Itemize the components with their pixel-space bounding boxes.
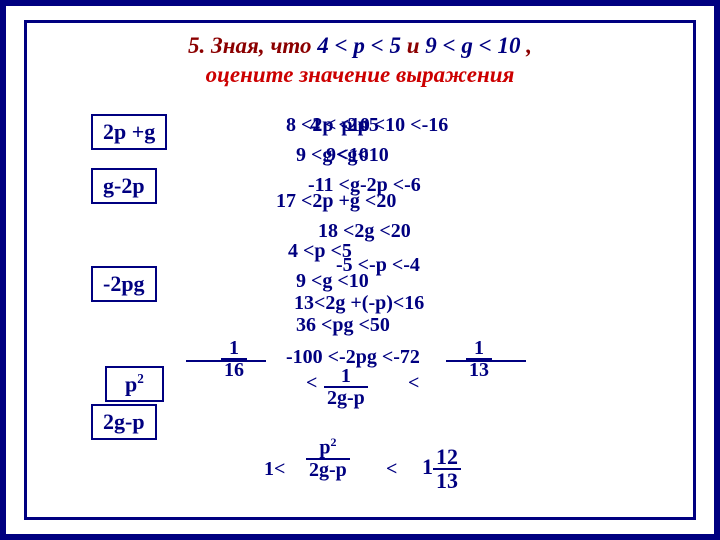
slide-title: 5. Зная, что 4 < p < 5 и 9 < g < 10 , оц… bbox=[6, 32, 714, 90]
line-2b: 9<g<10 bbox=[326, 144, 389, 167]
lt2: < bbox=[408, 372, 419, 395]
expr-box-1: 2p +g bbox=[91, 114, 167, 150]
line-6: 9 <g <10 bbox=[296, 270, 369, 293]
line-1c: 4 < p <5 bbox=[310, 114, 379, 137]
lt1: < bbox=[306, 372, 317, 395]
hr-right bbox=[446, 360, 526, 362]
bottom-lt: < bbox=[386, 458, 397, 481]
expr-box-5: 2g-p bbox=[91, 404, 157, 440]
line-3b: 17 <2p +g <20 bbox=[276, 190, 396, 213]
hr-left bbox=[186, 360, 266, 362]
frac-right: 113 bbox=[466, 338, 492, 380]
expr-box-4: p2 bbox=[105, 366, 164, 402]
expr-box-3: -2pg bbox=[91, 266, 157, 302]
bottom-left: 1< bbox=[264, 458, 285, 481]
frac-mid: 12g-p bbox=[324, 366, 368, 408]
bottom-frac: p2 2g-p bbox=[306, 436, 350, 480]
line-7: 13<2g +(-p)<16 bbox=[294, 292, 424, 315]
expr-box-2: g-2p bbox=[91, 168, 157, 204]
line-8: 36 <pg <50 bbox=[296, 314, 390, 337]
bottom-112: 11213 bbox=[422, 446, 461, 492]
frac-left: 116 bbox=[221, 338, 247, 380]
